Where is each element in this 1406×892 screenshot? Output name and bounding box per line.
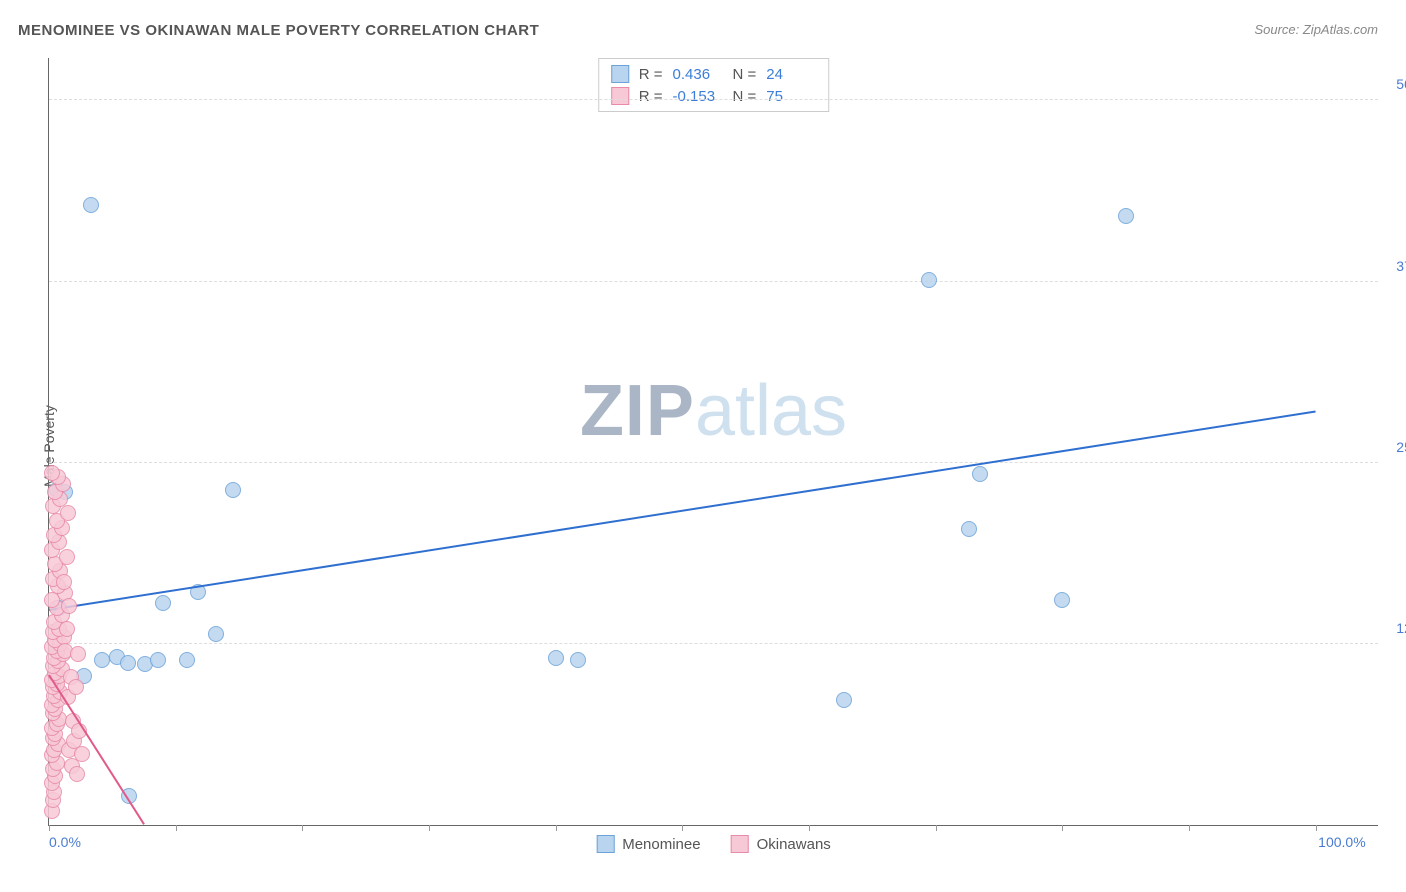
- n-label: N =: [733, 66, 757, 83]
- legend-item: Okinawans: [731, 835, 831, 853]
- scatter-point: [61, 598, 77, 614]
- r-label: R =: [639, 88, 663, 105]
- y-tick-label: 50.0%: [1386, 76, 1406, 92]
- x-tick: [1316, 825, 1317, 831]
- x-tick: [176, 825, 177, 831]
- legend-label: Menominee: [622, 836, 700, 853]
- scatter-point: [155, 595, 171, 611]
- r-value: 0.436: [673, 66, 723, 83]
- x-tick: [556, 825, 557, 831]
- chart-title: MENOMINEE VS OKINAWAN MALE POVERTY CORRE…: [18, 22, 539, 39]
- gridline: [49, 99, 1378, 100]
- x-tick-label: 100.0%: [1318, 834, 1365, 850]
- legend-item: Menominee: [596, 835, 700, 853]
- n-value: 75: [766, 88, 816, 105]
- x-tick: [429, 825, 430, 831]
- scatter-point: [70, 646, 86, 662]
- x-tick: [936, 825, 937, 831]
- scatter-point: [836, 692, 852, 708]
- x-tick: [682, 825, 683, 831]
- x-tick: [49, 825, 50, 831]
- scatter-point: [921, 272, 937, 288]
- scatter-point: [83, 197, 99, 213]
- scatter-point: [225, 482, 241, 498]
- x-tick: [1062, 825, 1063, 831]
- scatter-point: [69, 766, 85, 782]
- scatter-point: [150, 652, 166, 668]
- watermark: ZIPatlas: [580, 370, 847, 452]
- r-value: -0.153: [673, 88, 723, 105]
- n-value: 24: [766, 66, 816, 83]
- r-label: R =: [639, 66, 663, 83]
- scatter-point: [59, 549, 75, 565]
- x-tick: [302, 825, 303, 831]
- scatter-point: [120, 655, 136, 671]
- scatter-point: [60, 505, 76, 521]
- y-tick-label: 37.5%: [1386, 258, 1406, 274]
- n-label: N =: [733, 88, 757, 105]
- plot-area: ZIPatlas R =0.436N =24R =-0.153N =75 Men…: [48, 58, 1378, 826]
- scatter-point: [208, 626, 224, 642]
- gridline: [49, 281, 1378, 282]
- scatter-point: [179, 652, 195, 668]
- series-legend: Menominee Okinawans: [596, 835, 831, 853]
- y-tick-label: 25.0%: [1386, 439, 1406, 455]
- scatter-point: [59, 621, 75, 637]
- legend-label: Okinawans: [757, 836, 831, 853]
- scatter-point: [44, 465, 60, 481]
- chart-container: MENOMINEE VS OKINAWAN MALE POVERTY CORRE…: [0, 0, 1406, 892]
- scatter-point: [68, 679, 84, 695]
- legend-swatch: [731, 835, 749, 853]
- scatter-point: [961, 521, 977, 537]
- scatter-point: [570, 652, 586, 668]
- stats-legend-box: R = 0.436 N = 24 R = -0.153 N = 75: [598, 58, 830, 112]
- y-tick-label: 12.5%: [1386, 620, 1406, 636]
- legend-swatch: [611, 65, 629, 83]
- x-tick: [1189, 825, 1190, 831]
- watermark-atlas: atlas: [695, 371, 847, 451]
- legend-swatch: [611, 87, 629, 105]
- stats-row: R = 0.436 N = 24: [611, 63, 817, 85]
- trend-line: [49, 410, 1316, 610]
- legend-swatch: [596, 835, 614, 853]
- x-tick: [809, 825, 810, 831]
- source-attribution: Source: ZipAtlas.com: [1254, 22, 1378, 37]
- watermark-zip: ZIP: [580, 371, 695, 451]
- scatter-point: [74, 746, 90, 762]
- scatter-point: [548, 650, 564, 666]
- scatter-point: [972, 466, 988, 482]
- scatter-point: [1054, 592, 1070, 608]
- scatter-point: [56, 574, 72, 590]
- gridline: [49, 643, 1378, 644]
- scatter-point: [1118, 208, 1134, 224]
- scatter-point: [94, 652, 110, 668]
- gridline: [49, 462, 1378, 463]
- stats-row: R = -0.153 N = 75: [611, 85, 817, 107]
- x-tick-label: 0.0%: [49, 834, 81, 850]
